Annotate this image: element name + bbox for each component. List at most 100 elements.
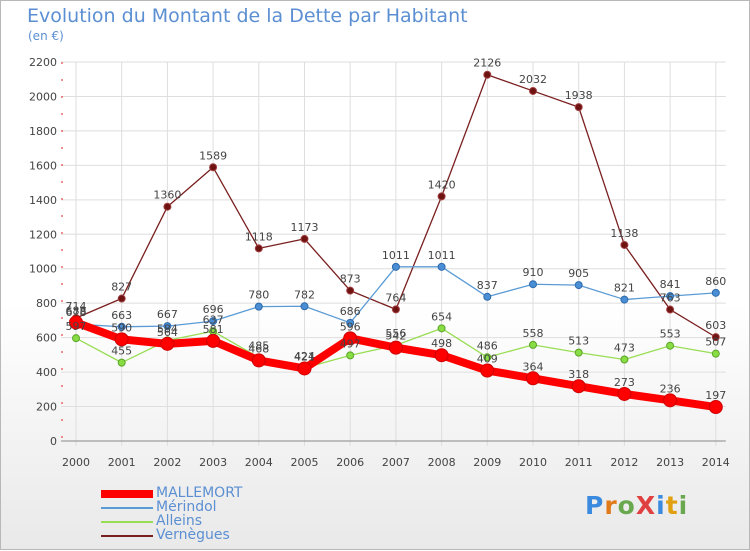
data-label: 1173 — [291, 221, 319, 234]
data-label: 1138 — [610, 227, 638, 240]
x-tick-label: 2014 — [702, 456, 730, 469]
data-point — [574, 281, 583, 290]
data-label: 696 — [203, 303, 224, 316]
data-label: 860 — [705, 275, 726, 288]
legend-label: Mérindol — [156, 499, 217, 515]
data-label: 318 — [568, 368, 589, 381]
data-label: 468 — [248, 342, 269, 355]
data-label: 486 — [477, 339, 498, 352]
legend-swatch — [101, 521, 153, 523]
data-label: 497 — [340, 337, 361, 350]
data-point — [529, 340, 537, 349]
data-point — [711, 288, 720, 297]
y-tick-label: 2200 — [29, 56, 57, 69]
y-tick-label: 1200 — [29, 228, 57, 241]
data-point — [617, 386, 632, 401]
data-label: 1011 — [382, 249, 410, 262]
x-tick-label: 2007 — [382, 456, 410, 469]
data-point — [708, 400, 723, 415]
legend-label: MALLEMORT — [156, 485, 243, 501]
legend-item: Alleins — [101, 513, 361, 529]
data-label: 424 — [294, 350, 315, 363]
data-point — [437, 262, 446, 271]
data-point — [571, 379, 586, 394]
data-label: 782 — [294, 288, 315, 301]
data-point — [434, 348, 449, 363]
legend-label: Alleins — [156, 513, 203, 529]
data-label: 597 — [66, 320, 87, 333]
data-label: 236 — [660, 382, 681, 395]
x-tick-label: 2000 — [62, 456, 90, 469]
data-label: 507 — [705, 336, 726, 349]
y-tick-label: 1600 — [29, 159, 57, 172]
data-point — [346, 318, 355, 327]
data-label: 584 — [157, 322, 178, 335]
x-tick-label: 2008 — [428, 456, 456, 469]
y-tick-label: 1400 — [29, 194, 57, 207]
legend-item: Mérindol — [101, 499, 361, 515]
data-label: 1938 — [565, 89, 593, 102]
data-point — [388, 340, 403, 355]
data-point — [391, 262, 400, 271]
logo-letter: r — [604, 491, 618, 520]
data-point — [160, 336, 175, 351]
data-point — [480, 363, 495, 378]
data-label: 1360 — [153, 189, 181, 202]
data-label: 763 — [660, 292, 681, 305]
data-label: 1011 — [428, 249, 456, 262]
data-point — [620, 240, 629, 249]
data-label: 603 — [705, 319, 726, 332]
data-point — [117, 358, 126, 367]
data-point — [343, 331, 358, 346]
y-tick-label: 1000 — [29, 263, 57, 276]
data-label: 821 — [614, 282, 635, 295]
logo-letter: i — [678, 491, 689, 520]
x-tick-label: 2012 — [610, 456, 638, 469]
data-label: 1420 — [428, 178, 456, 191]
data-label: 455 — [111, 345, 132, 358]
legend: MALLEMORT Mérindol Alleins Vernègues — [101, 485, 361, 543]
data-point — [574, 348, 583, 357]
data-label: 2126 — [473, 57, 501, 70]
data-point — [711, 349, 720, 358]
data-label: 764 — [385, 291, 406, 304]
data-point — [69, 315, 83, 330]
data-point — [254, 302, 263, 311]
data-point — [117, 322, 126, 331]
data-point — [437, 192, 446, 201]
data-point — [391, 305, 400, 314]
x-tick-label: 2013 — [656, 456, 684, 469]
data-label: 663 — [111, 309, 132, 322]
data-label: 686 — [340, 305, 361, 318]
legend-item: Vernègues — [101, 527, 361, 543]
data-point — [483, 70, 492, 79]
data-point — [620, 295, 629, 304]
data-point — [117, 294, 126, 303]
data-label: 513 — [568, 335, 589, 348]
data-point — [526, 371, 540, 386]
data-label: 714 — [66, 300, 87, 313]
data-label: 1589 — [199, 149, 227, 162]
data-label: 2032 — [519, 73, 547, 86]
data-point — [711, 333, 720, 342]
chart-title: Evolution du Montant de la Dette par Hab… — [27, 5, 468, 27]
data-label: 841 — [660, 278, 681, 291]
logo-letter: o — [617, 491, 636, 520]
data-point — [163, 202, 172, 211]
data-point — [300, 302, 309, 311]
x-tick-label: 2002 — [153, 456, 181, 469]
data-point — [483, 353, 492, 362]
data-point — [251, 353, 266, 368]
data-label: 273 — [614, 376, 635, 389]
x-tick-label: 2006 — [336, 456, 364, 469]
data-point — [574, 103, 583, 112]
data-label: 1118 — [245, 230, 273, 243]
data-label: 780 — [248, 289, 269, 302]
data-label: 667 — [157, 308, 178, 321]
data-point — [483, 292, 492, 301]
data-point — [209, 163, 218, 172]
data-label: 421 — [294, 350, 315, 363]
y-tick-label: 1800 — [29, 125, 57, 138]
